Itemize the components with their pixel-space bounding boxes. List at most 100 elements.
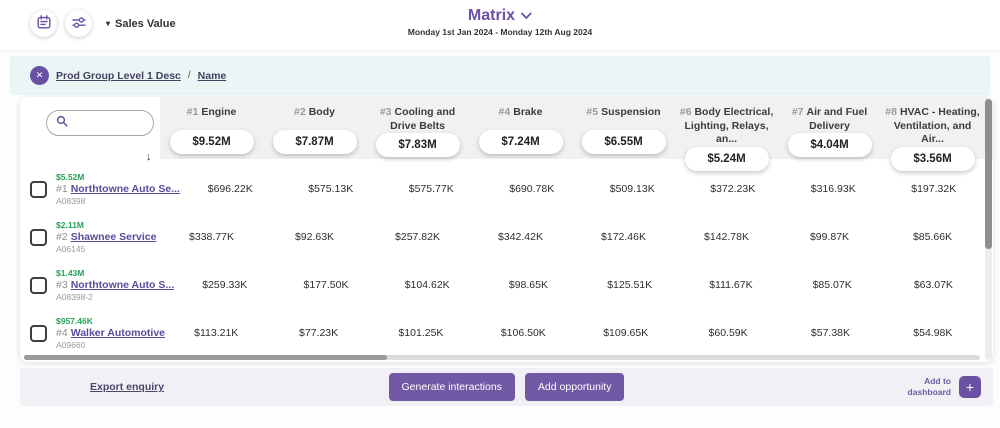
matrix-title-dropdown[interactable]: Matrix — [468, 7, 532, 25]
column-total-pill[interactable]: $5.24M — [684, 146, 769, 171]
generate-interactions-button[interactable]: Generate interactions — [388, 373, 515, 401]
matrix-cell[interactable]: $172.46K — [601, 231, 646, 243]
matrix-cell[interactable]: $125.51K — [607, 279, 653, 291]
page-title: Matrix — [467, 7, 516, 24]
column-header[interactable]: #1 Engine $9.52M — [160, 97, 263, 159]
column-header[interactable]: #2 Body $7.87M — [263, 97, 366, 159]
matrix-cell[interactable]: $142.78K — [704, 231, 749, 243]
sort-descending-icon[interactable]: ↓ — [146, 151, 152, 163]
column-header[interactable]: #3 Cooling and Drive Belts $7.83M — [366, 97, 469, 159]
search-icon — [56, 114, 68, 132]
matrix-cell[interactable]: $113.21K — [194, 327, 239, 339]
row-rank: #4 — [56, 327, 68, 339]
matrix-cell[interactable]: $342.42K — [498, 231, 543, 243]
row-checkbox[interactable] — [30, 276, 47, 294]
matrix-cell[interactable]: $57.38K — [810, 327, 851, 339]
column-rank: #6 — [679, 106, 692, 118]
search-box — [46, 110, 154, 136]
column-rank: #4 — [498, 106, 511, 118]
column-rank: #2 — [294, 106, 306, 118]
matrix-cell[interactable]: $54.98K — [913, 327, 953, 339]
column-header[interactable]: #8 HVAC - Heating, Ventilation, and Air..… — [881, 97, 984, 171]
matrix-cell[interactable]: $338.77K — [189, 231, 234, 243]
add-opportunity-button[interactable]: Add opportunity — [524, 373, 625, 401]
column-rank: #5 — [586, 106, 599, 118]
matrix-cell[interactable]: $177.50K — [303, 279, 349, 291]
breadcrumb-name[interactable]: Name — [197, 69, 227, 82]
row-rank: #2 — [56, 231, 68, 243]
matrix-cell[interactable]: $101.25K — [398, 327, 444, 339]
matrix-cell[interactable]: $99.87K — [809, 231, 850, 243]
add-to-dashboard-label: Add to dashboard — [907, 375, 951, 397]
row-account: A08398-2 — [56, 292, 93, 302]
column-rank: #3 — [379, 106, 392, 118]
column-header[interactable]: #7 Air and Fuel Delivery $4.04M — [778, 97, 881, 159]
matrix-cell[interactable]: $106.50K — [500, 327, 546, 339]
breadcrumb-prod-group[interactable]: Prod Group Level 1 Desc — [56, 69, 181, 82]
caret-down-icon: ▾ — [106, 19, 111, 28]
matrix-cell[interactable]: $77.23K — [299, 327, 339, 339]
column-header[interactable]: #5 Suspension $6.55M — [572, 97, 675, 159]
column-total-pill[interactable]: $7.24M — [478, 130, 563, 154]
matrix-cell[interactable]: $690.78K — [509, 183, 555, 195]
matrix-cell[interactable]: $111.67K — [709, 279, 753, 291]
column-label: Body — [308, 106, 335, 118]
row-name-link[interactable]: Northtowne Auto S... — [70, 279, 175, 291]
column-label: Body Electrical, Lighting, Relays, an... — [684, 106, 774, 146]
matrix-cell[interactable]: $85.07K — [812, 279, 852, 291]
matrix-cell[interactable]: $104.62K — [404, 279, 450, 291]
matrix-cell[interactable]: $575.13K — [308, 183, 354, 195]
matrix-cell[interactable]: $197.32K — [911, 183, 957, 195]
column-header[interactable]: #4 Brake $7.24M — [469, 97, 572, 159]
matrix-cell[interactable]: $60.59K — [708, 327, 748, 339]
column-total-pill[interactable]: $6.55M — [581, 130, 666, 154]
add-to-dashboard-button[interactable]: + — [959, 376, 981, 398]
column-label: Engine — [201, 106, 237, 118]
row-checkbox[interactable] — [30, 324, 47, 342]
matrix-cell[interactable]: $509.13K — [609, 183, 655, 195]
breadcrumb: ✕ Prod Group Level 1 Desc / Name — [10, 56, 990, 95]
sliders-icon — [71, 16, 86, 32]
matrix-cell[interactable]: $63.07K — [913, 279, 953, 291]
export-enquiry-link[interactable]: Export enquiry — [90, 381, 165, 393]
horizontal-scrollbar-thumb[interactable] — [24, 355, 388, 360]
column-total-pill[interactable]: $4.04M — [787, 133, 872, 158]
row-cells: $113.21K $77.23K $101.25K $106.50K $109.65K $… — [165, 309, 984, 357]
matrix-cell[interactable]: $85.66K — [912, 231, 953, 243]
close-icon: ✕ — [35, 70, 44, 80]
matrix-cell[interactable]: $98.65K — [508, 279, 548, 291]
row-checkbox[interactable] — [30, 180, 47, 198]
matrix-cell[interactable]: $257.82K — [395, 231, 440, 243]
filter-button[interactable] — [65, 10, 92, 37]
row-checkbox[interactable] — [30, 228, 47, 246]
calendar-button[interactable] — [30, 10, 57, 37]
column-label: Brake — [513, 106, 543, 118]
metric-dropdown[interactable]: ▾ Sales Value — [106, 18, 176, 30]
row-name-link[interactable]: Shawnee Service — [70, 231, 157, 243]
column-rank: #8 — [885, 106, 897, 118]
row-account: A06145 — [56, 244, 86, 254]
matrix-cell[interactable]: $316.93K — [810, 183, 856, 195]
column-total-pill[interactable]: $3.56M — [890, 146, 975, 171]
row-cells: $259.33K $177.50K $104.62K $98.65K $125.51K $… — [174, 261, 984, 309]
column-total-pill[interactable]: $7.83M — [375, 133, 460, 158]
column-total-pill[interactable]: $7.87M — [272, 130, 357, 154]
matrix-cell[interactable]: $372.23K — [710, 183, 756, 195]
search-input[interactable] — [73, 117, 143, 129]
table-row: $5.52M #1 Northtowne Auto Se... A08398 $6… — [20, 165, 984, 213]
matrix-cell[interactable]: $259.33K — [202, 279, 248, 291]
matrix-cell[interactable]: $696.22K — [207, 183, 253, 195]
matrix-cell[interactable]: $109.65K — [603, 327, 649, 339]
vertical-scrollbar-thumb[interactable] — [985, 99, 992, 249]
matrix-cell[interactable]: $92.63K — [294, 231, 335, 243]
row-rank: #3 — [56, 279, 68, 291]
matrix-cell[interactable]: $575.77K — [408, 183, 454, 195]
column-total-pill[interactable]: $9.52M — [169, 130, 254, 154]
row-name-link[interactable]: Northtowne Auto Se... — [70, 183, 180, 195]
column-header[interactable]: #6 Body Electrical, Lighting, Relays, an.… — [675, 97, 778, 171]
column-rank: #1 — [186, 106, 199, 118]
calendar-icon — [37, 15, 51, 32]
row-name-link[interactable]: Walker Automotive — [70, 327, 166, 339]
remove-filter-button[interactable]: ✕ — [30, 66, 49, 85]
row-account: A09660 — [56, 340, 86, 350]
